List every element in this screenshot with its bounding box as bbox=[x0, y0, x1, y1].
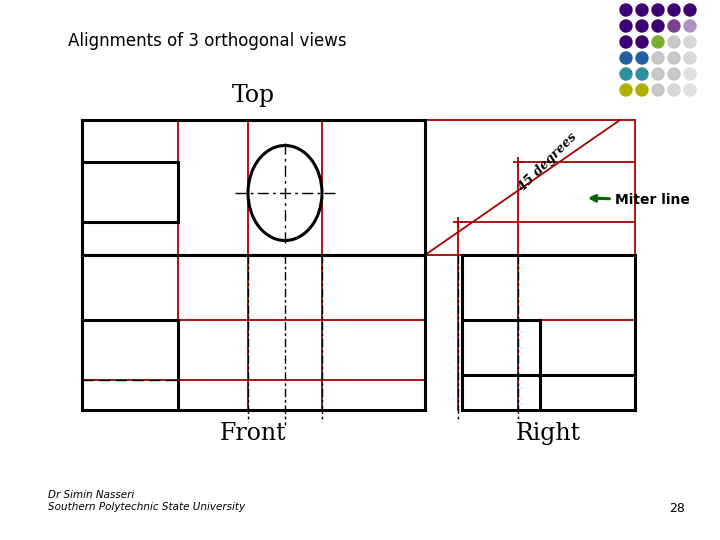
Text: Southern Polytechnic State University: Southern Polytechnic State University bbox=[48, 502, 245, 512]
Circle shape bbox=[668, 4, 680, 16]
Circle shape bbox=[620, 52, 632, 64]
Circle shape bbox=[652, 52, 664, 64]
Text: Front: Front bbox=[220, 422, 287, 445]
Circle shape bbox=[620, 20, 632, 32]
Circle shape bbox=[636, 36, 648, 48]
Circle shape bbox=[684, 52, 696, 64]
Circle shape bbox=[652, 20, 664, 32]
Text: Dr Simin Nasseri: Dr Simin Nasseri bbox=[48, 490, 134, 500]
Text: Alignments of 3 orthogonal views: Alignments of 3 orthogonal views bbox=[68, 32, 346, 50]
Circle shape bbox=[684, 84, 696, 96]
Text: Right: Right bbox=[516, 422, 581, 445]
Text: 28: 28 bbox=[669, 502, 685, 515]
Circle shape bbox=[684, 36, 696, 48]
Circle shape bbox=[620, 4, 632, 16]
Circle shape bbox=[636, 20, 648, 32]
Text: Miter line: Miter line bbox=[591, 193, 690, 207]
Circle shape bbox=[636, 68, 648, 80]
Circle shape bbox=[684, 68, 696, 80]
Circle shape bbox=[652, 68, 664, 80]
Circle shape bbox=[684, 4, 696, 16]
Circle shape bbox=[636, 84, 648, 96]
Circle shape bbox=[636, 4, 648, 16]
Circle shape bbox=[652, 4, 664, 16]
Circle shape bbox=[684, 20, 696, 32]
Circle shape bbox=[668, 36, 680, 48]
Text: Top: Top bbox=[232, 84, 275, 107]
Circle shape bbox=[652, 36, 664, 48]
Circle shape bbox=[636, 52, 648, 64]
Circle shape bbox=[668, 52, 680, 64]
Text: 45 degrees: 45 degrees bbox=[516, 130, 580, 194]
Circle shape bbox=[620, 84, 632, 96]
Circle shape bbox=[652, 84, 664, 96]
Circle shape bbox=[620, 36, 632, 48]
Circle shape bbox=[620, 68, 632, 80]
Circle shape bbox=[668, 68, 680, 80]
Circle shape bbox=[668, 20, 680, 32]
Circle shape bbox=[668, 84, 680, 96]
